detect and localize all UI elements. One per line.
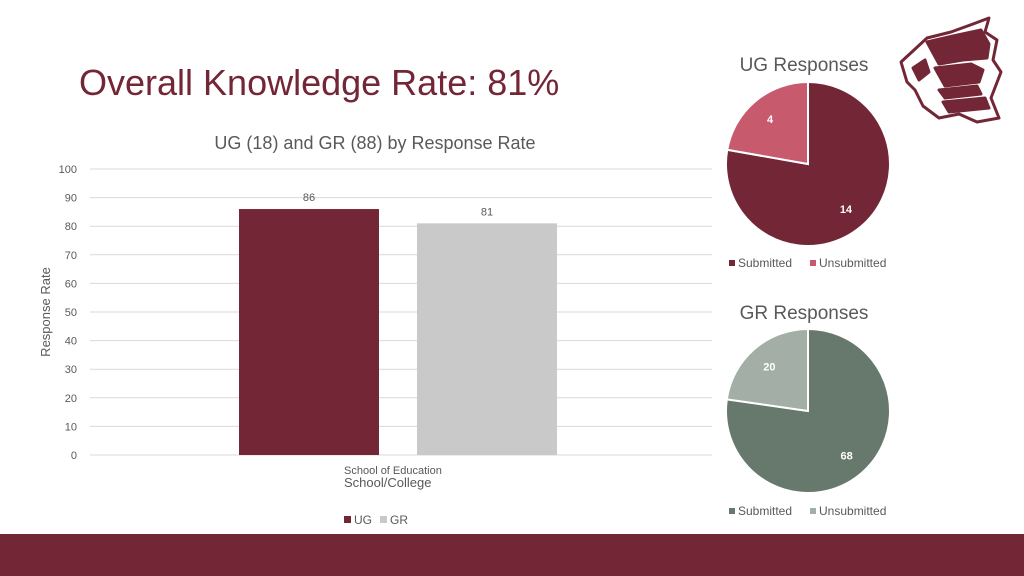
ug-legend-swatch-unsubmitted [810,260,816,266]
knight-helmet-icon [899,16,1003,124]
legend-swatch-ug [344,516,351,523]
gr-slice-label: 68 [841,451,853,463]
ug-legend-label-submitted: Submitted [738,256,792,270]
gr-pie-title: GR Responses [739,303,869,324]
legend-swatch-gr [380,516,387,523]
bar-value-label: 81 [481,206,493,218]
y-tick-label: 10 [65,421,77,433]
gr-legend-label-submitted: Submitted [738,504,792,518]
bar-chart-title: UG (18) and GR (88) by Response Rate [214,133,536,153]
y-tick-label: 40 [65,336,77,348]
gr-legend-swatch-submitted [729,508,735,514]
bar-gr [417,223,557,455]
x-axis-label: School/College [344,475,431,490]
ug-legend-swatch-submitted [729,260,735,266]
y-tick-label: 60 [65,278,77,290]
gr-legend-label-unsubmitted: Unsubmitted [819,504,886,518]
ug-slice-unsubmitted [726,80,809,166]
y-tick-label: 80 [65,221,77,233]
bar-ug [239,209,379,455]
ug-legend-label-unsubmitted: Unsubmitted [819,256,886,270]
y-tick-label: 90 [65,193,77,205]
legend-label-ug: UG [354,513,372,527]
gr-legend-swatch-unsubmitted [810,508,816,514]
ug-slice-submitted [725,80,891,247]
y-tick-label: 70 [65,250,77,262]
ug-pie-title: UG Responses [739,55,869,76]
y-tick-label: 20 [65,393,77,405]
y-tick-label: 100 [59,164,77,176]
y-tick-label: 0 [71,450,77,462]
y-tick-label: 30 [65,364,77,376]
ug-slice-label: 4 [767,114,774,126]
y-tick-label: 50 [65,307,77,319]
y-axis-label: Response Rate [38,267,53,357]
gr-slice-label: 20 [763,361,775,373]
legend-label-gr: GR [390,513,408,527]
gr-slice-unsubmitted [725,327,809,413]
bar-value-label: 86 [303,192,315,204]
slide-title: Overall Knowledge Rate: 81% [79,62,560,103]
x-tick-label: School of Education [344,465,442,477]
footer-bar [0,534,1024,576]
ug-slice-label: 14 [840,204,853,216]
